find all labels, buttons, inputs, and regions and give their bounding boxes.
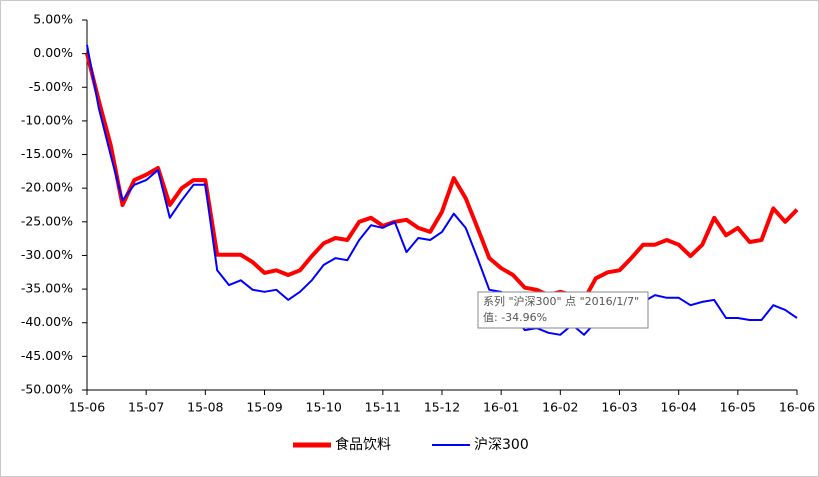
series-line — [85, 53, 799, 302]
y-tick-label: -15.00% — [21, 146, 73, 161]
series-line — [86, 44, 798, 336]
x-tick-label: 15-12 — [424, 400, 460, 415]
legend-label: 沪深300 — [474, 437, 529, 453]
y-tick-label: -35.00% — [21, 281, 73, 296]
y-tick-label: -30.00% — [21, 247, 73, 262]
y-tick-label: -20.00% — [21, 180, 73, 195]
x-tick-label: 15-06 — [69, 400, 105, 415]
x-tick-label: 15-11 — [365, 400, 401, 415]
x-tick-label: 15-10 — [306, 400, 342, 415]
tooltip: 系列 "沪深300" 点 "2016/1/7" 值: -34.96% — [477, 291, 649, 329]
x-tick-label: 16-04 — [661, 400, 697, 415]
y-tick-label: -5.00% — [29, 79, 73, 94]
y-tick-label: 0.00% — [33, 45, 73, 60]
tooltip-box — [477, 291, 649, 329]
x-tick-label: 15-07 — [128, 400, 164, 415]
y-tick-label: -40.00% — [21, 314, 73, 329]
y-tick-label: -25.00% — [21, 213, 73, 228]
x-tick-label: 15-08 — [187, 400, 223, 415]
y-tick-label: -50.00% — [21, 382, 73, 397]
x-tick-label: 16-05 — [720, 400, 756, 415]
tooltip-line: 系列 "沪深300" 点 "2016/1/7" — [483, 294, 639, 308]
x-tick-label: 16-01 — [483, 400, 519, 415]
legend-label: 食品饮料 — [335, 436, 391, 453]
x-tick-label: 15-09 — [246, 400, 282, 415]
x-tick-label: 16-06 — [779, 400, 815, 415]
y-tick-label: -10.00% — [21, 112, 73, 127]
y-tick-label: -45.00% — [21, 348, 73, 363]
tooltip-line: 值: -34.96% — [483, 311, 547, 324]
x-tick-label: 16-02 — [542, 400, 578, 415]
x-tick-label: 16-03 — [601, 400, 637, 415]
y-tick-label: 5.00% — [33, 12, 73, 27]
